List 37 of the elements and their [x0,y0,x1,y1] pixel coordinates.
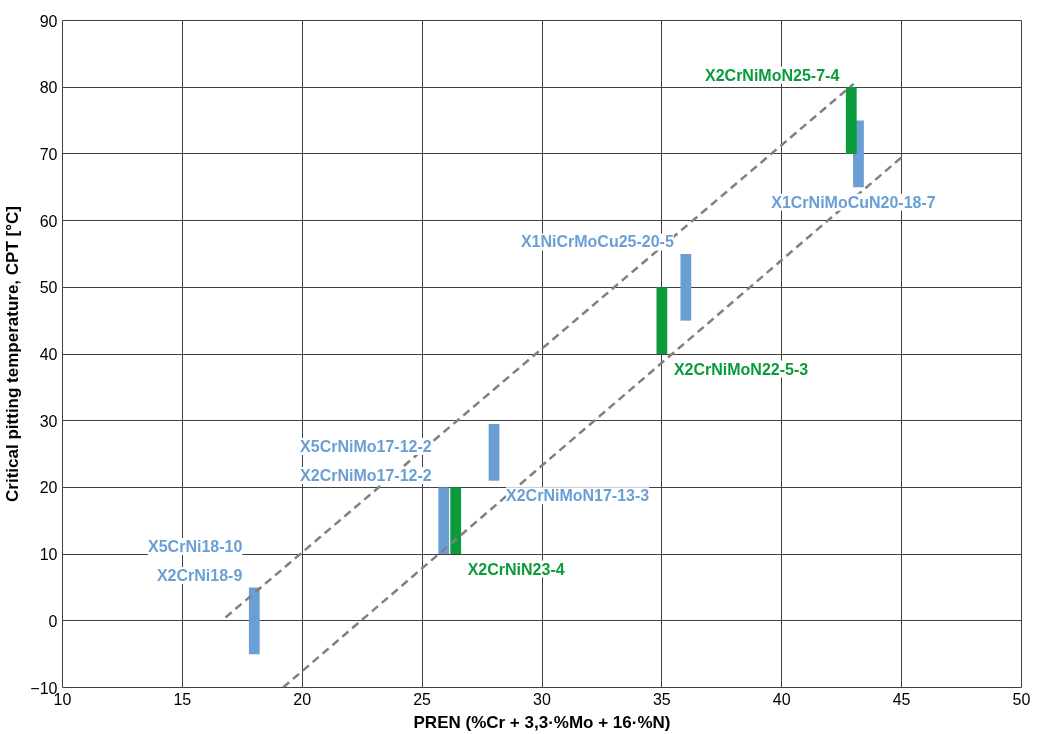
annotation: X2CrNi18-9 [156,566,243,584]
y-tick-label: 80 [39,79,58,97]
annotation: X5CrNi18-10 [148,537,243,555]
x-tick-label: 25 [413,690,432,708]
y-tick-label: 90 [39,12,58,30]
bar [680,253,692,321]
x-tick-label: 15 [173,690,192,708]
bar [450,487,462,555]
annotation: X2CrNiMo17-12-2 [300,466,432,484]
x-tick-label: 45 [892,690,911,708]
x-tick-label: 20 [293,690,312,708]
y-tick-label: 70 [39,145,58,163]
y-tick-label: 10 [39,546,58,564]
annotation: X2CrNiMoN22-5-3 [673,360,809,378]
x-tick-label: 50 [1012,690,1031,708]
x-tick-label: 30 [533,690,551,708]
bar [438,487,450,555]
y-axis-title: Critical pitting temperature, CPT [°C] [3,206,23,502]
x-tick-label: 40 [772,690,791,708]
annotation: X5CrNiMo17-12-2 [300,437,432,455]
bar [845,87,857,154]
x-axis-title: PREN (%Cr + 3,3·%Mo + 16·%N) [413,712,671,732]
bar [488,424,500,481]
y-tick-label: 20 [39,479,58,497]
annotation: X1CrNiMoCuN20-18-7 [771,193,936,211]
annotation: X2CrNiMoN25-7-4 [705,66,840,84]
bar [656,287,668,354]
annotation: X1NiCrMoCu25-20-5 [520,233,674,251]
y-tick-label: 60 [39,212,58,230]
y-tick-label: 30 [39,412,58,430]
x-tick-label: 35 [652,690,671,708]
annotation: X2CrNiN23-4 [467,560,565,578]
y-tick-label: 40 [39,346,58,363]
bar [248,587,260,655]
y-tick-label: 50 [39,279,58,297]
y-tick-label: 0 [48,612,58,630]
annotation: X2CrNiMoN17-13-3 [506,487,650,505]
